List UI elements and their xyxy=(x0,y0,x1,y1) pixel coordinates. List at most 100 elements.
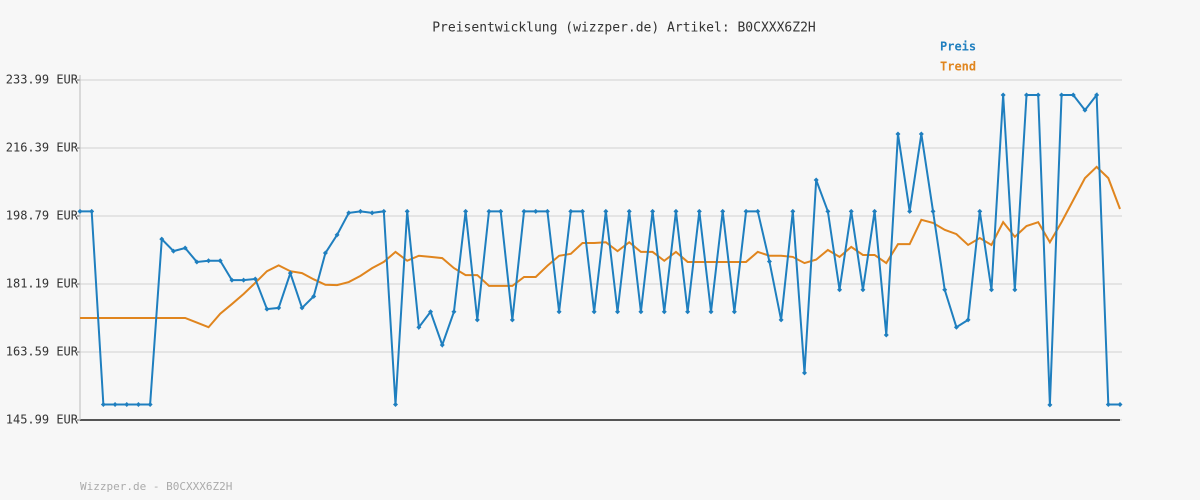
data-point xyxy=(883,332,889,338)
data-point xyxy=(206,258,212,264)
data-point xyxy=(556,309,562,315)
data-point xyxy=(895,131,901,137)
data-point xyxy=(533,208,539,214)
data-point xyxy=(264,306,270,312)
y-tick-label: 145.99 EUR xyxy=(6,413,79,427)
data-point xyxy=(766,259,772,265)
data-point xyxy=(731,309,737,315)
data-point xyxy=(381,208,387,214)
data-point xyxy=(673,208,679,214)
data-point xyxy=(930,208,936,214)
data-point xyxy=(988,287,994,293)
data-point xyxy=(135,402,141,408)
data-point xyxy=(276,305,282,311)
data-point xyxy=(720,208,726,214)
y-tick-label: 163.59 EUR xyxy=(6,345,79,359)
data-point xyxy=(194,259,200,265)
data-point xyxy=(1047,402,1053,408)
data-point xyxy=(907,208,913,214)
data-point xyxy=(357,208,363,214)
series-line xyxy=(80,165,1121,329)
data-point xyxy=(638,309,644,315)
data-point xyxy=(451,309,457,315)
data-point xyxy=(778,317,784,323)
data-point xyxy=(965,317,971,323)
data-point xyxy=(615,309,621,315)
data-point xyxy=(755,208,761,214)
data-point xyxy=(217,258,223,264)
data-point xyxy=(521,208,527,214)
data-point xyxy=(439,342,445,348)
y-tick-label: 198.79 EUR xyxy=(6,209,79,223)
footer: Wizzper.de - B0CXXX6Z2H xyxy=(80,480,232,493)
data-point xyxy=(918,131,924,137)
data-point xyxy=(848,208,854,214)
data-point xyxy=(416,324,422,330)
data-point xyxy=(498,208,504,214)
data-point xyxy=(100,402,106,408)
y-tick-label: 216.39 EUR xyxy=(6,141,79,155)
data-point xyxy=(241,277,247,283)
data-point xyxy=(579,208,585,214)
data-point xyxy=(591,309,597,315)
data-point xyxy=(953,324,959,330)
data-point xyxy=(182,245,188,251)
data-point xyxy=(1024,92,1030,98)
data-point xyxy=(147,402,153,408)
data-point xyxy=(77,208,83,214)
data-point xyxy=(568,208,574,214)
legend-label: Preis xyxy=(940,40,976,54)
data-point xyxy=(801,370,807,376)
data-point xyxy=(474,317,480,323)
data-point xyxy=(112,402,118,408)
data-point xyxy=(463,208,469,214)
data-point xyxy=(1035,92,1041,98)
data-point xyxy=(813,177,819,183)
data-point xyxy=(743,208,749,214)
data-point xyxy=(603,208,609,214)
data-point xyxy=(825,208,831,214)
chart-title: Preisentwicklung (wizzper.de) Artikel: B… xyxy=(432,21,816,36)
legend-label: Trend xyxy=(940,60,976,74)
data-point xyxy=(287,270,293,276)
data-point xyxy=(790,208,796,214)
data-point xyxy=(124,402,130,408)
data-point xyxy=(942,287,948,293)
data-point xyxy=(860,287,866,293)
data-point xyxy=(1059,92,1065,98)
data-point xyxy=(299,305,305,311)
data-point xyxy=(977,208,983,214)
data-point xyxy=(696,208,702,214)
data-point xyxy=(311,293,317,299)
data-point xyxy=(89,208,95,214)
data-point xyxy=(159,236,165,242)
data-point xyxy=(170,248,176,254)
data-point xyxy=(428,309,434,315)
data-point xyxy=(509,317,515,323)
data-point xyxy=(404,208,410,214)
data-point xyxy=(872,208,878,214)
data-point xyxy=(1070,92,1076,98)
data-point xyxy=(837,287,843,293)
data-point xyxy=(1012,287,1018,293)
data-point xyxy=(1000,92,1006,98)
data-point xyxy=(650,208,656,214)
y-tick-label: 181.19 EUR xyxy=(6,277,79,291)
data-point xyxy=(1117,402,1123,408)
data-point xyxy=(334,232,340,238)
data-point xyxy=(626,208,632,214)
data-point xyxy=(346,210,352,216)
data-point xyxy=(708,309,714,315)
data-point xyxy=(1082,107,1088,113)
data-point xyxy=(393,402,399,408)
data-point xyxy=(369,210,375,216)
data-point xyxy=(661,309,667,315)
data-point xyxy=(1105,402,1111,408)
data-point xyxy=(252,276,258,282)
data-point xyxy=(322,250,328,256)
data-point xyxy=(1094,92,1100,98)
data-point xyxy=(486,208,492,214)
data-point xyxy=(544,208,550,214)
